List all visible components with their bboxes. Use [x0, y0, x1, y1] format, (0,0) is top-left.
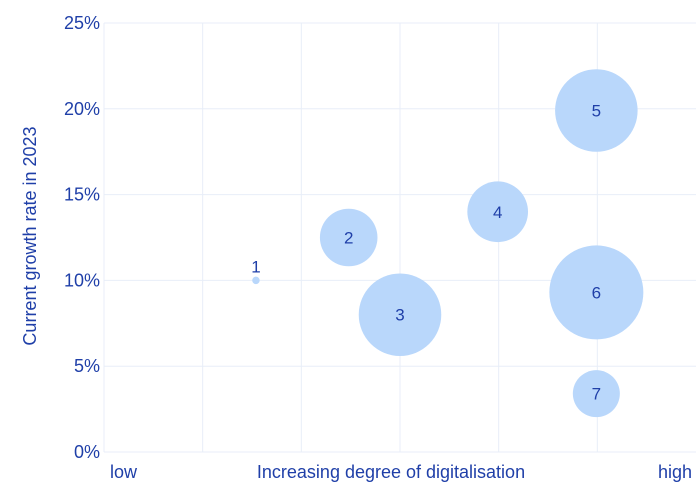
bubble-6: [549, 245, 644, 340]
y-tick-label: 20%: [64, 99, 100, 119]
bubble-label-3: 3: [395, 306, 404, 325]
bubble-4: [467, 181, 529, 243]
y-tick-label: 5%: [74, 356, 100, 376]
bubble-label-2: 2: [344, 229, 353, 248]
bubble-2: [319, 208, 378, 267]
y-axis-title: Current growth rate in 2023: [20, 126, 40, 345]
bubble-label-4: 4: [493, 203, 502, 222]
bubble-label-6: 6: [592, 283, 601, 302]
y-tick-labels: 0% 5% 10% 15% 20% 25%: [64, 13, 100, 462]
bubble-7: [572, 370, 620, 418]
y-tick-label: 25%: [64, 13, 100, 33]
y-tick-label: 15%: [64, 185, 100, 205]
bubble-labels: 1 2 3 4 5 6 7: [251, 102, 601, 404]
x-axis-title: Increasing degree of digitalisation: [257, 462, 525, 482]
bubble-label-7: 7: [592, 385, 601, 404]
bubble-1: [252, 276, 260, 285]
bubbles: [252, 69, 644, 418]
y-tick-label: 0%: [74, 442, 100, 462]
bubble-3: [358, 273, 442, 356]
x-axis-low-label: low: [110, 462, 138, 482]
bubble-label-5: 5: [592, 102, 601, 121]
x-axis-high-label: high: [658, 462, 692, 482]
y-tick-label: 10%: [64, 270, 100, 290]
bubble-5: [555, 69, 638, 152]
bubble-label-1: 1: [251, 257, 260, 276]
